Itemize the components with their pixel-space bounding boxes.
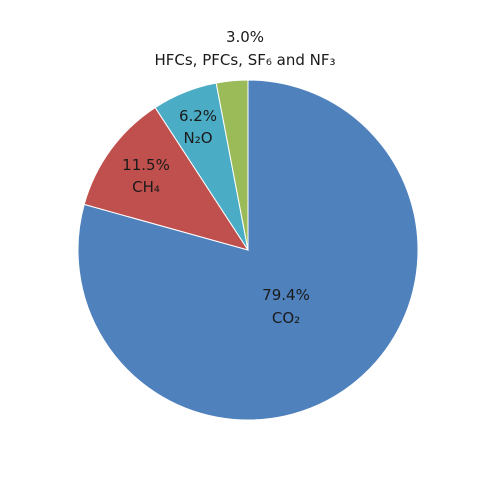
slice-co2-name-label: CO₂ [272, 309, 300, 327]
slice-ch4-percent-label: 11.5% [122, 156, 170, 174]
slice-other-percent-label: 3.0% [226, 28, 264, 46]
slice-n2o-percent-label: 6.2% [179, 107, 217, 125]
pie-slice-ch4 [83, 106, 250, 251]
pie-slices [77, 79, 419, 421]
slice-n2o-name-label: N₂O [183, 129, 212, 147]
slice-co2-percent-label: 79.4% [262, 286, 310, 304]
slice-other-name-label: HFCs, PFCs, SF₆ and NF₃ [154, 51, 335, 69]
pie-slice-co2 [77, 79, 419, 421]
slice-ch4-name-label: CH₄ [132, 178, 160, 196]
pie-slice-fluorinated-gases [215, 79, 249, 251]
